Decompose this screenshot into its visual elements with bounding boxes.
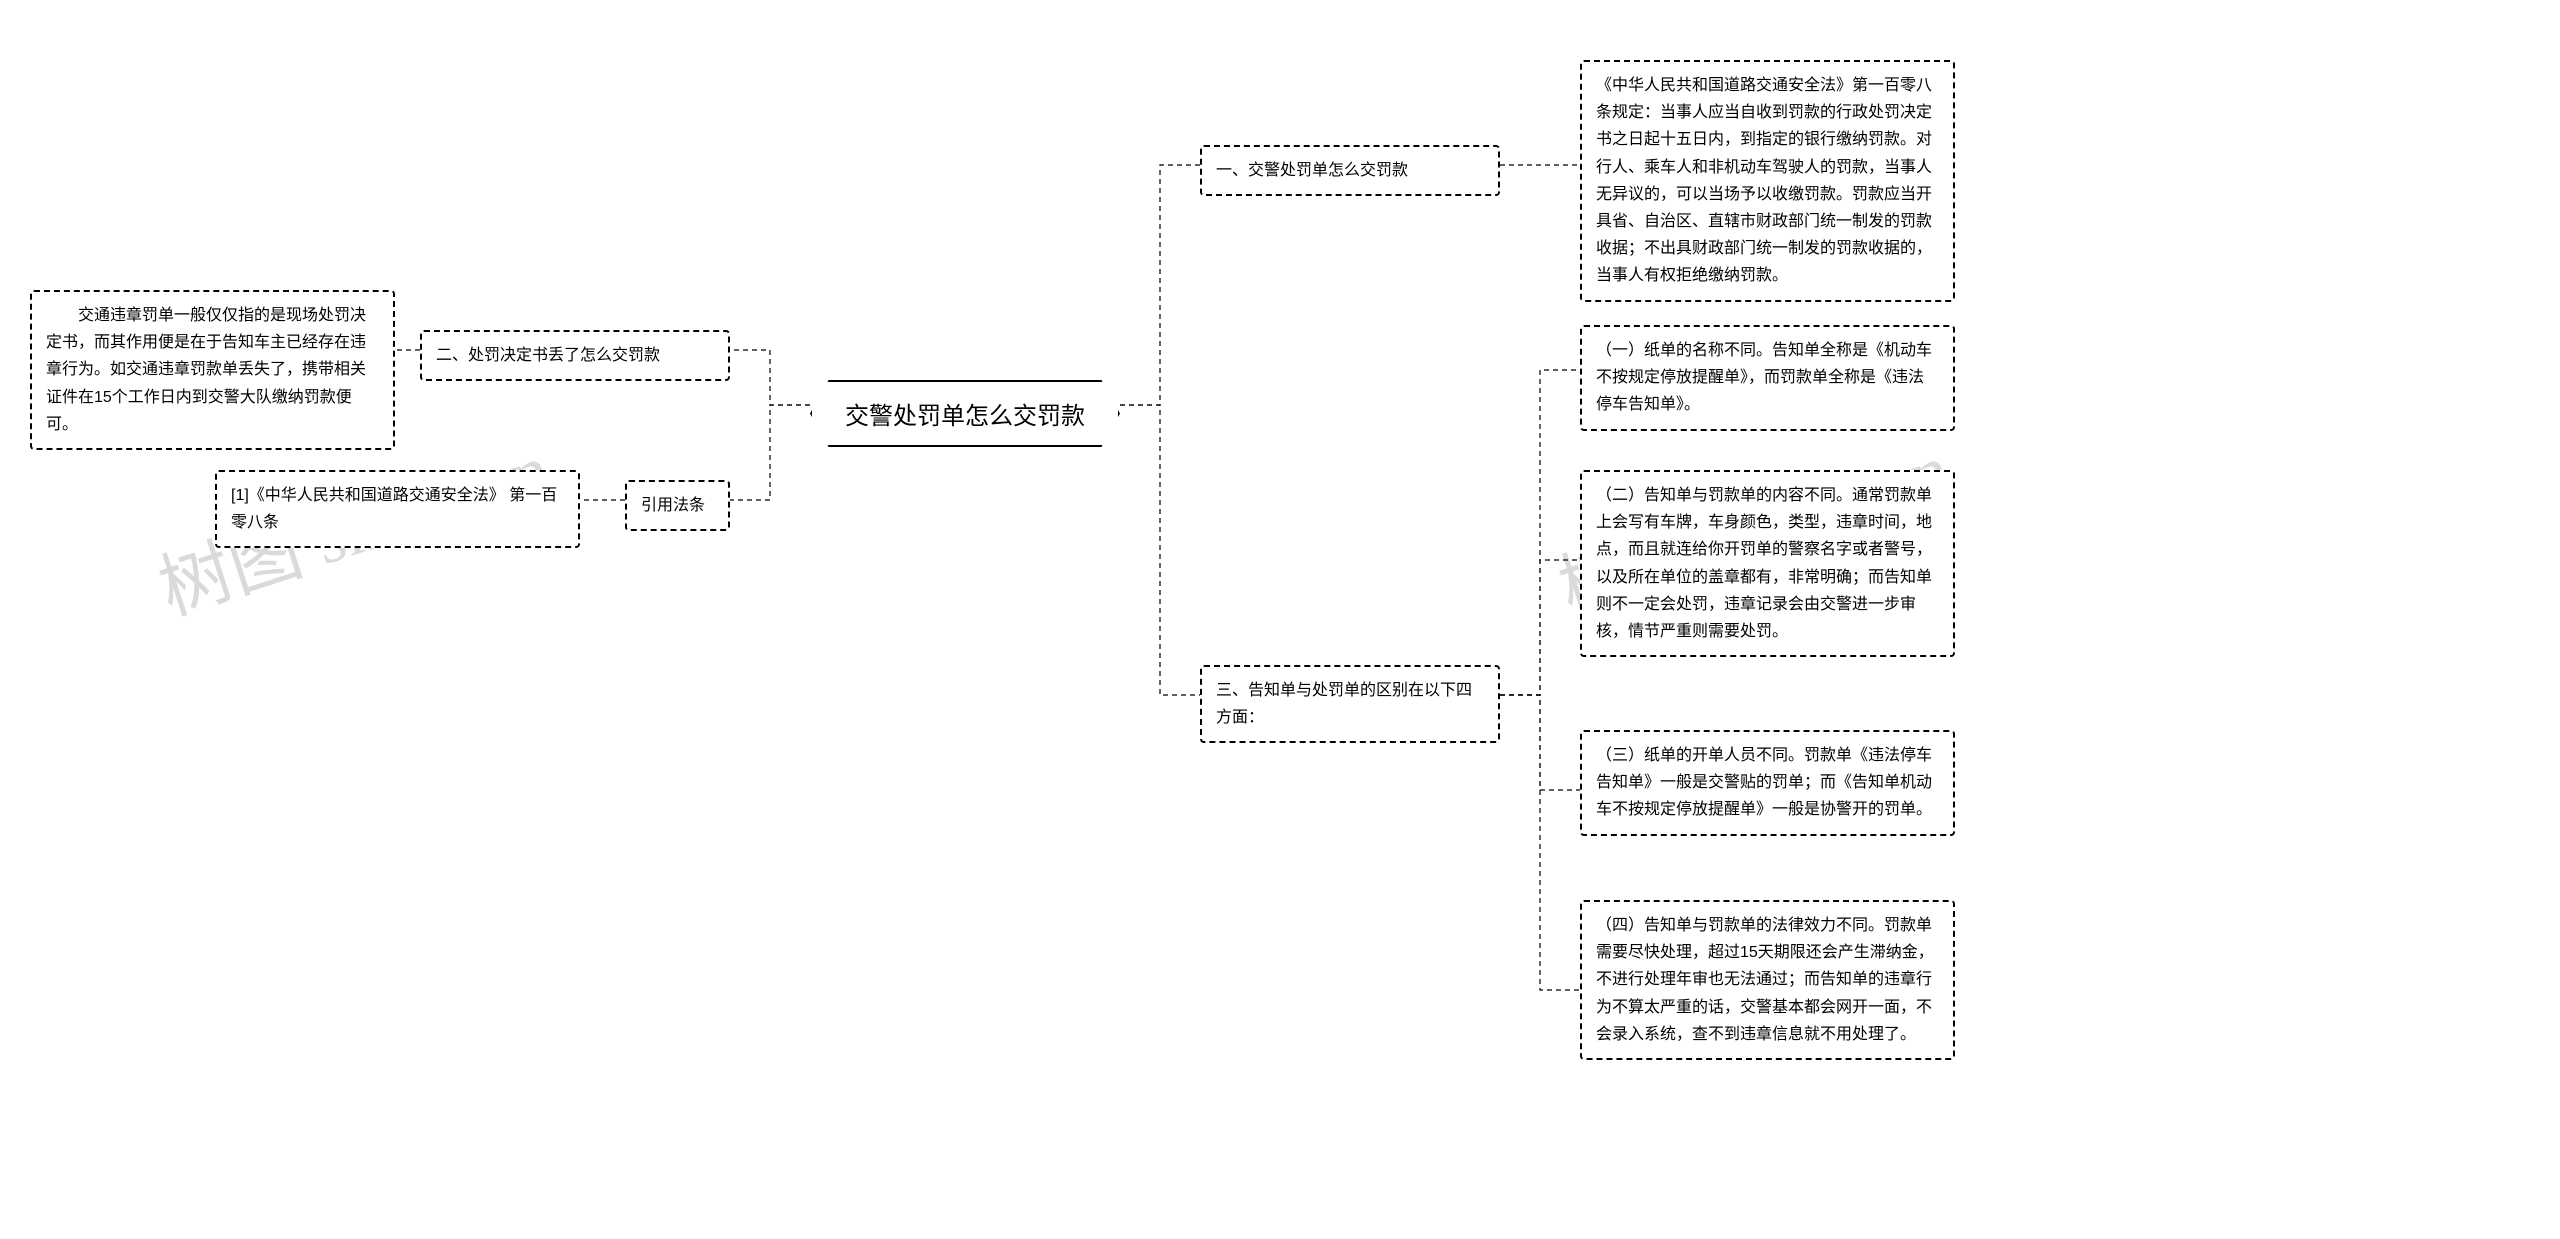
branch3-title: 三、告知单与处罚单的区别在以下四方面： (1200, 665, 1500, 743)
branch3-item1-text: （一）纸单的名称不同。告知单全称是《机动车不按规定停放提醒单》，而罚款单全称是《… (1596, 342, 1932, 413)
branch3-item1: （一）纸单的名称不同。告知单全称是《机动车不按规定停放提醒单》，而罚款单全称是《… (1580, 325, 1955, 431)
branch3-item2: （二）告知单与罚款单的内容不同。通常罚款单上会写有车牌，车身颜色，类型，违章时间… (1580, 470, 1955, 657)
branch2-title-text: 二、处罚决定书丢了怎么交罚款 (436, 347, 660, 364)
branch1-detail: 《中华人民共和国道路交通安全法》第一百零八条规定：当事人应当自收到罚款的行政处罚… (1580, 60, 1955, 302)
branch3-title-text: 三、告知单与处罚单的区别在以下四方面： (1216, 682, 1472, 726)
law-detail: [1]《中华人民共和国道路交通安全法》 第一百零八条 (215, 470, 580, 548)
branch1-detail-text: 《中华人民共和国道路交通安全法》第一百零八条规定：当事人应当自收到罚款的行政处罚… (1596, 77, 1932, 284)
branch1-title: 一、交警处罚单怎么交罚款 (1200, 145, 1500, 196)
law-detail-text: [1]《中华人民共和国道路交通安全法》 第一百零八条 (231, 487, 557, 531)
branch3-item2-text: （二）告知单与罚款单的内容不同。通常罚款单上会写有车牌，车身颜色，类型，违章时间… (1596, 487, 1932, 640)
branch3-item3-text: （三）纸单的开单人员不同。罚款单《违法停车告知单》一般是交警贴的罚单；而《告知单… (1596, 747, 1932, 818)
branch3-item4-text: （四）告知单与罚款单的法律效力不同。罚款单需要尽快处理，超过15天期限还会产生滞… (1596, 917, 1934, 1043)
branch1-title-text: 一、交警处罚单怎么交罚款 (1216, 162, 1408, 179)
law-title: 引用法条 (625, 480, 730, 531)
branch3-item4: （四）告知单与罚款单的法律效力不同。罚款单需要尽快处理，超过15天期限还会产生滞… (1580, 900, 1955, 1060)
branch2-detail: 交通违章罚单一般仅仅指的是现场处罚决定书，而其作用便是在于告知车主已经存在违章行… (30, 290, 395, 450)
law-title-text: 引用法条 (641, 497, 705, 514)
branch3-item3: （三）纸单的开单人员不同。罚款单《违法停车告知单》一般是交警贴的罚单；而《告知单… (1580, 730, 1955, 836)
root-node: 交警处罚单怎么交罚款 (810, 380, 1120, 447)
root-label: 交警处罚单怎么交罚款 (845, 403, 1085, 430)
branch2-detail-text: 交通违章罚单一般仅仅指的是现场处罚决定书，而其作用便是在于告知车主已经存在违章行… (46, 307, 366, 433)
branch2-title: 二、处罚决定书丢了怎么交罚款 (420, 330, 730, 381)
